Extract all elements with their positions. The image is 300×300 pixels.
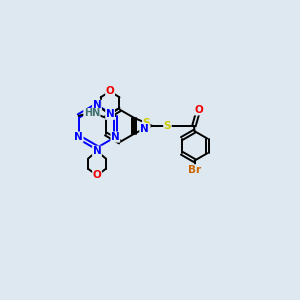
Text: S: S bbox=[164, 121, 171, 131]
Text: N: N bbox=[93, 100, 101, 110]
Text: S: S bbox=[142, 118, 150, 128]
Text: N: N bbox=[111, 132, 120, 142]
Text: N: N bbox=[106, 110, 114, 119]
Text: Br: Br bbox=[188, 165, 201, 175]
Text: O: O bbox=[106, 86, 114, 96]
Text: N: N bbox=[140, 124, 148, 134]
Text: N: N bbox=[93, 146, 101, 156]
Text: O: O bbox=[195, 105, 203, 115]
Text: O: O bbox=[93, 170, 101, 180]
Text: N: N bbox=[74, 132, 83, 142]
Text: HN: HN bbox=[84, 109, 100, 118]
